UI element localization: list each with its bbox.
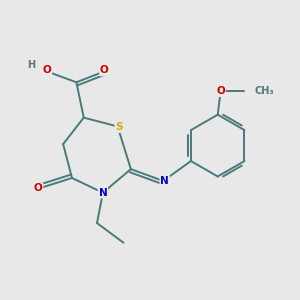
Text: N: N: [98, 188, 107, 198]
Text: H: H: [27, 61, 35, 70]
Text: O: O: [34, 183, 43, 193]
Text: S: S: [115, 122, 123, 132]
Text: N: N: [160, 176, 169, 186]
Text: O: O: [43, 65, 51, 76]
Text: CH₃: CH₃: [254, 86, 274, 96]
Text: O: O: [216, 86, 225, 96]
Text: O: O: [100, 65, 109, 76]
